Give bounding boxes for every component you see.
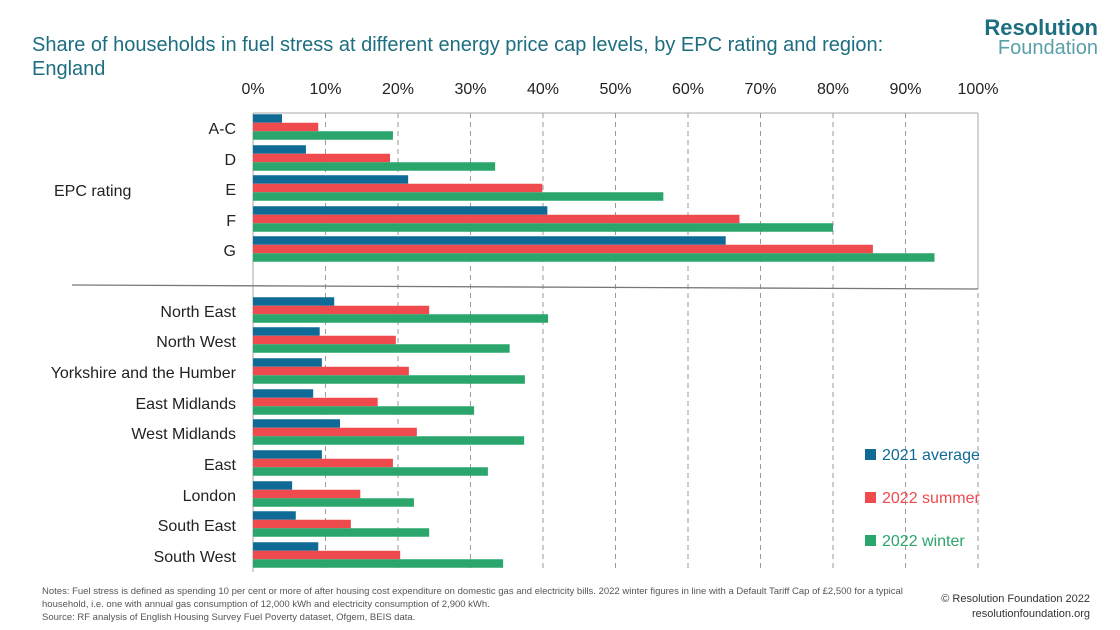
source-text: Source: RF analysis of English Housing S… [42,612,416,623]
bar-2021-average [253,236,726,245]
category-label: East [204,457,237,474]
bar-2022-summer [253,335,396,345]
legend-label: 2021 average [882,447,980,464]
bar-2021-average [253,511,296,520]
category-label: Yorkshire and the Humber [51,365,237,382]
bar-2022-winter [253,467,488,476]
bar-2021-average [253,358,322,367]
bar-2021-average [253,419,340,428]
x-tick-label: 0% [241,81,264,98]
copyright: © Resolution Foundation 2022 resolutionf… [941,592,1090,622]
category-label: South East [158,518,237,535]
bar-2022-winter [253,162,496,171]
bar-2022-winter [253,314,549,323]
bar-2021-average [253,389,314,398]
x-tick-label: 90% [889,81,921,98]
notes-text: Notes: Fuel stress is defined as spendin… [42,586,903,610]
bar-2022-winter [253,498,414,507]
category-label: North West [156,334,236,351]
bar-2021-average [253,114,282,123]
bar-2022-winter [253,253,935,262]
copyright-line: © Resolution Foundation 2022 [941,593,1090,605]
bar-2021-average [253,175,409,184]
legend-label: 2022 summer [882,490,980,507]
x-tick-label: 20% [382,81,414,98]
category-label: G [224,243,236,260]
x-tick-label: 100% [958,81,999,98]
bar-2022-summer [253,153,391,163]
bar-2021-average [253,206,548,215]
bar-2022-summer [253,214,740,224]
bar-2022-summer [253,305,430,315]
bar-2022-winter [253,436,525,445]
legend-swatch [865,449,876,460]
x-tick-label: 30% [454,81,486,98]
bar-2022-winter [253,559,504,568]
category-label: North East [160,304,236,321]
group-label: EPC rating [54,183,131,200]
bar-2022-winter [253,375,525,384]
category-label: South West [154,549,237,566]
x-tick-label: 40% [527,81,559,98]
category-label: East Midlands [136,396,237,413]
bar-2022-summer [253,458,393,468]
bar-2022-winter [253,344,510,353]
bar-2021-average [253,542,319,551]
bar-2022-summer [253,366,409,376]
website-line: resolutionfoundation.org [971,608,1090,620]
x-tick-label: 50% [599,81,631,98]
bar-2022-winter [253,406,475,415]
chart-title: Share of households in fuel stress at di… [32,34,884,80]
category-label: E [225,182,236,199]
bar-2021-average [253,145,306,154]
bar-2021-average [253,327,320,336]
bar-2022-summer [253,183,543,193]
x-tick-label: 80% [817,81,849,98]
category-label: F [226,213,236,230]
bar-2021-average [253,450,322,459]
bar-2022-winter [253,223,833,232]
bar-2022-winter [253,192,664,201]
x-tick-label: 70% [744,81,776,98]
bar-2022-summer [253,550,401,560]
bar-2022-summer [253,397,378,407]
x-tick-label: 60% [672,81,704,98]
category-label: A-C [208,121,236,138]
bar-2022-winter [253,131,393,140]
resolution-foundation-logo: Resolution Foundation [984,15,1098,59]
logo-line1: Resolution [984,15,1098,40]
x-tick-label: 10% [309,81,341,98]
logo-line2: Foundation [997,37,1098,59]
bar-2022-summer [253,122,319,132]
bar-2022-summer [253,244,873,254]
bar-2022-winter [253,528,430,537]
category-label: West Midlands [131,426,236,443]
bar-2021-average [253,297,335,306]
legend-swatch [865,492,876,503]
bar-2022-summer [253,489,361,499]
legend-swatch [865,535,876,546]
bar-2022-summer [253,519,351,529]
notes: Notes: Fuel stress is defined as spendin… [42,585,932,624]
legend-label: 2022 winter [882,533,965,550]
bar-2022-summer [253,427,417,437]
category-label: D [224,152,236,169]
category-label: London [183,488,236,505]
section-divider [71,284,979,290]
bar-2021-average [253,481,293,490]
